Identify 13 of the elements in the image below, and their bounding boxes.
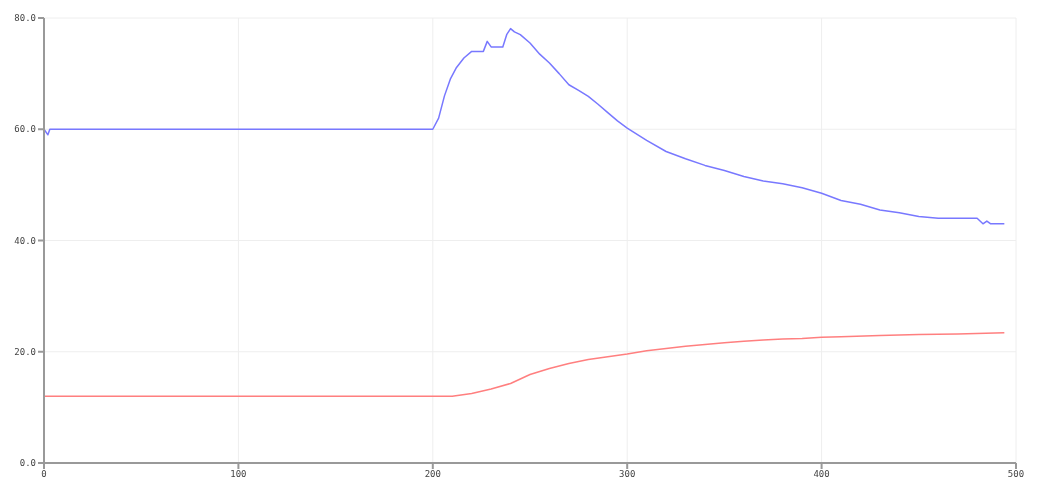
x-tick-label: 400: [813, 469, 830, 480]
y-tick-label: 20.0: [14, 346, 36, 357]
x-tick-label: 200: [424, 469, 441, 480]
line-series: [44, 27, 1006, 225]
x-tick-label: 0: [41, 469, 47, 480]
line-series: [44, 332, 1006, 397]
y-tick-label: 40.0: [14, 235, 36, 246]
x-tick-label: 500: [1007, 469, 1025, 480]
x-tick-label: 300: [619, 469, 636, 480]
y-tick-label: 0.0: [19, 458, 36, 469]
x-tick-label: 100: [230, 469, 247, 480]
y-tick-label: 60.0: [14, 124, 36, 135]
y-tick-label: 80.0: [14, 13, 36, 24]
